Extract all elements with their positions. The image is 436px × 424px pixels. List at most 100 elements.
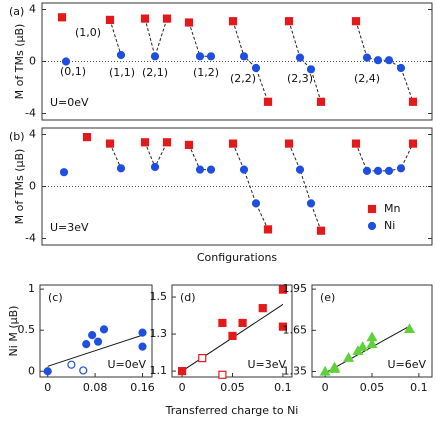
panel-label: (b) bbox=[9, 130, 25, 143]
legend-label: Ni bbox=[384, 219, 395, 232]
marker bbox=[116, 164, 126, 173]
marker bbox=[150, 162, 160, 172]
y-tick-label: 1.1 bbox=[150, 364, 168, 377]
marker bbox=[351, 139, 361, 148]
marker bbox=[177, 366, 187, 376]
marker bbox=[357, 341, 369, 351]
config-label: (1,1) bbox=[109, 66, 135, 79]
y-tick-label: 1.95 bbox=[283, 282, 308, 295]
marker bbox=[238, 318, 247, 328]
marker bbox=[218, 318, 227, 328]
marker bbox=[251, 199, 261, 208]
marker bbox=[239, 165, 249, 174]
marker bbox=[162, 14, 172, 23]
marker bbox=[367, 221, 377, 231]
marker bbox=[82, 340, 91, 349]
y-tick-label: 4 bbox=[29, 128, 36, 141]
config-label: (1,0) bbox=[75, 26, 101, 39]
y-axis-label: M of TMs (μB) bbox=[13, 24, 26, 100]
marker bbox=[138, 328, 147, 337]
marker bbox=[263, 97, 273, 106]
note: U=3eV bbox=[50, 221, 89, 234]
x-tick-label: 0 bbox=[179, 381, 186, 394]
marker bbox=[362, 166, 372, 175]
marker bbox=[140, 14, 150, 23]
marker bbox=[218, 370, 227, 379]
y-tick-label: 1.5 bbox=[150, 290, 168, 303]
marker bbox=[373, 56, 383, 65]
marker bbox=[343, 352, 355, 362]
marker bbox=[328, 361, 341, 372]
y-axis-label: M of TMs (μB) bbox=[13, 149, 26, 225]
marker bbox=[366, 331, 378, 342]
y-tick-label: 4 bbox=[29, 3, 36, 16]
marker bbox=[278, 322, 288, 331]
connector bbox=[144, 18, 168, 59]
marker bbox=[93, 337, 103, 346]
marker bbox=[251, 63, 261, 73]
y-axis-label: Ni M (μB) bbox=[7, 306, 20, 357]
x-axis-label: Configurations bbox=[197, 251, 278, 264]
marker bbox=[408, 139, 418, 148]
x-tick-label: 0.05 bbox=[360, 381, 385, 394]
plot-frame bbox=[39, 284, 153, 378]
marker bbox=[198, 354, 207, 363]
connector bbox=[232, 143, 269, 230]
config-label: (2,2) bbox=[230, 72, 256, 85]
marker bbox=[150, 52, 160, 61]
marker bbox=[316, 97, 326, 106]
marker bbox=[366, 338, 378, 349]
y-tick-label: -4 bbox=[25, 232, 36, 245]
connector bbox=[232, 21, 269, 102]
config-label: (1,2) bbox=[193, 66, 219, 79]
legend-label: Mn bbox=[384, 202, 400, 215]
marker bbox=[184, 18, 194, 27]
marker bbox=[396, 164, 406, 173]
marker bbox=[105, 15, 115, 24]
marker bbox=[306, 65, 316, 74]
panel-label: (e) bbox=[320, 291, 335, 304]
connector bbox=[109, 143, 122, 169]
marker bbox=[384, 56, 394, 65]
y-tick-label: 0.5 bbox=[18, 323, 36, 336]
config-label: (2,1) bbox=[142, 66, 168, 79]
y-tick-label: -4 bbox=[25, 107, 36, 120]
marker bbox=[59, 168, 69, 177]
config-label: (0,1) bbox=[60, 65, 86, 78]
x-tick-label: 0 bbox=[44, 381, 51, 394]
connector bbox=[355, 21, 414, 102]
marker bbox=[367, 204, 377, 214]
plot-frame bbox=[171, 284, 293, 378]
x-tick-label: 0.1 bbox=[410, 381, 428, 394]
y-tick-label: 1.65 bbox=[283, 323, 308, 336]
marker bbox=[228, 139, 238, 148]
marker bbox=[138, 342, 147, 351]
marker bbox=[351, 17, 361, 26]
marker bbox=[43, 367, 52, 376]
marker bbox=[140, 138, 150, 147]
marker bbox=[228, 17, 238, 26]
config-label: (2,4) bbox=[354, 72, 380, 85]
marker bbox=[82, 133, 92, 142]
note: U=6eV bbox=[387, 358, 426, 371]
marker bbox=[206, 52, 216, 61]
marker bbox=[384, 166, 394, 175]
x-tick-label: 0.08 bbox=[83, 381, 108, 394]
x-axis-label: Transferred charge to Ni bbox=[165, 404, 299, 417]
x-tick-label: 0.05 bbox=[220, 381, 245, 394]
marker bbox=[228, 331, 237, 341]
marker bbox=[408, 97, 418, 106]
marker bbox=[239, 52, 249, 61]
panel-label: (a) bbox=[9, 5, 24, 18]
marker bbox=[362, 53, 372, 62]
marker bbox=[284, 17, 294, 26]
marker bbox=[373, 166, 383, 175]
y-tick-label: 1.3 bbox=[150, 327, 168, 340]
marker bbox=[263, 225, 273, 234]
marker bbox=[88, 331, 97, 340]
y-tick-label: 1.35 bbox=[283, 365, 308, 378]
marker bbox=[61, 57, 71, 66]
marker bbox=[184, 140, 194, 149]
x-tick-label: 0.1 bbox=[274, 381, 292, 394]
